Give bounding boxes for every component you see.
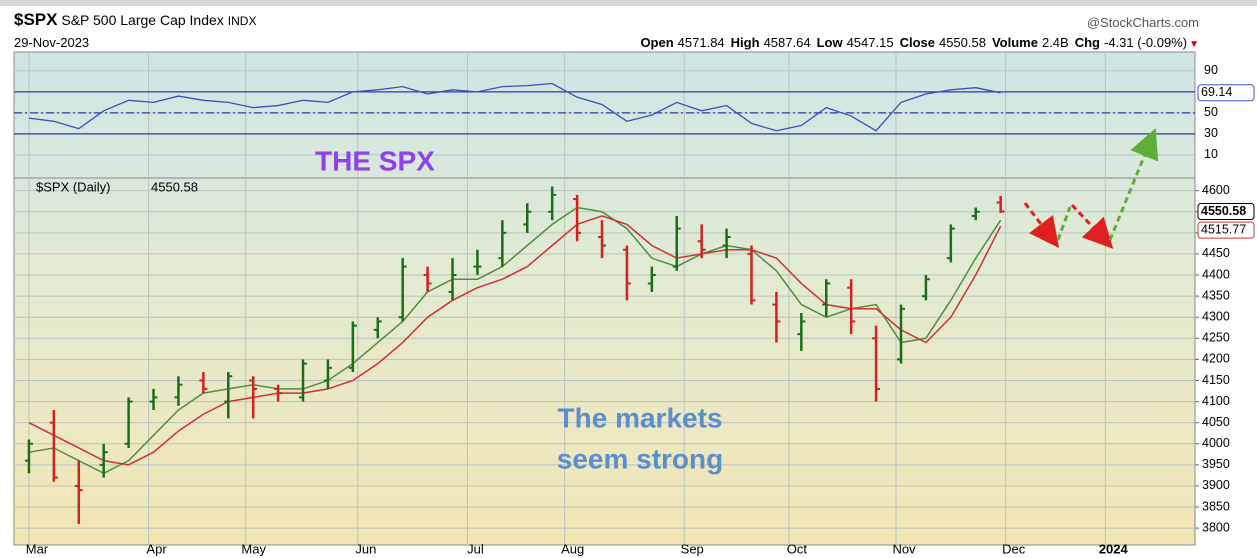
value-tag-label: 4550.58	[1201, 204, 1246, 218]
value-tag-label: 69.14	[1201, 85, 1232, 99]
y-tick-label: 4400	[1202, 267, 1230, 281]
legend-value: 4550.58	[151, 179, 198, 194]
value-tag	[1197, 221, 1255, 239]
rsi-tick-label: 90	[1204, 63, 1218, 77]
quote-label: Low	[816, 35, 843, 50]
y-tick-label: 4000	[1202, 436, 1230, 450]
x-tick-label: Aug	[561, 541, 584, 556]
quote-label: High	[730, 35, 760, 50]
annotation: The markets	[558, 402, 723, 433]
quote-value: -4.31 (-0.09%)	[1104, 35, 1188, 50]
rsi-line	[28, 82, 1001, 132]
symbol: $SPX	[14, 10, 58, 29]
exchange: INDX	[227, 14, 257, 28]
down-icon: ▼	[1189, 39, 1199, 50]
value-tag	[1197, 84, 1255, 102]
arrow	[1108, 128, 1159, 241]
subtitle: S&P 500 Large Cap Index	[61, 12, 224, 28]
quote-value: 4571.84	[677, 35, 725, 50]
y-tick-label: 4050	[1202, 415, 1230, 429]
y-tick-label: 4450	[1202, 246, 1230, 260]
y-tick-label: 3800	[1202, 520, 1230, 534]
x-tick-label: Nov	[892, 541, 916, 556]
y-tick-label: 4200	[1202, 352, 1230, 366]
y-tick-label: 4250	[1202, 331, 1230, 345]
quote-label: Chg	[1074, 35, 1100, 50]
date: 29-Nov-2023	[14, 35, 90, 50]
rsi-tick-label: 10	[1204, 147, 1218, 161]
value-tag	[1197, 203, 1255, 221]
x-tick-label: Mar	[26, 541, 49, 556]
quote-value: 4550.58	[938, 35, 986, 50]
legend-label: $SPX (Daily)	[36, 179, 110, 194]
y-tick-label: 3900	[1202, 478, 1230, 492]
value-tag-label: 4515.77	[1201, 222, 1246, 236]
x-tick-label: Oct	[787, 541, 808, 556]
x-tick-label: Jul	[467, 541, 484, 556]
quote-value: 4547.15	[846, 35, 894, 50]
moving-average	[28, 206, 1002, 475]
moving-average	[28, 215, 1002, 466]
source: @StockCharts.com	[1086, 15, 1199, 30]
quote: Open 4571.84 High 4587.64 Low 4547.15 Close 455…	[634, 35, 1199, 50]
quote-label: Volume	[991, 35, 1038, 50]
y-tick-label: 4100	[1202, 394, 1230, 408]
x-tick-label: May	[241, 541, 266, 556]
x-tick-label: Sep	[681, 541, 704, 556]
x-tick-label: Apr	[146, 541, 167, 556]
arrow	[1056, 206, 1072, 241]
rsi-tick-label: 50	[1204, 105, 1218, 119]
x-tick-label: 2024	[1099, 541, 1129, 556]
annotation: seem strong	[557, 443, 724, 474]
x-tick-label: Jun	[355, 541, 376, 556]
rsi-tick-label: 30	[1204, 126, 1218, 140]
y-tick-label: 4600	[1202, 183, 1230, 197]
browser-strip	[0, 0, 1257, 6]
y-tick-label: 4300	[1202, 310, 1230, 324]
forecast-arrows	[1023, 128, 1159, 249]
y-tick-label: 3950	[1202, 457, 1230, 471]
x-tick-label: Dec	[1002, 541, 1026, 556]
arrow	[1070, 203, 1114, 249]
y-tick-label: 4150	[1202, 373, 1230, 387]
quote-label: Open	[640, 35, 674, 50]
quote-value: 4587.64	[763, 35, 811, 50]
y-tick-label: 3850	[1202, 499, 1230, 513]
arrow	[1023, 202, 1060, 248]
y-tick-label: 4350	[1202, 288, 1230, 302]
header: $SPX S&P 500 Large Cap Index INDX	[14, 10, 256, 30]
quote-value: 2.4B	[1041, 35, 1069, 50]
quote-label: Close	[899, 35, 935, 50]
annotation: THE SPX	[315, 145, 435, 176]
